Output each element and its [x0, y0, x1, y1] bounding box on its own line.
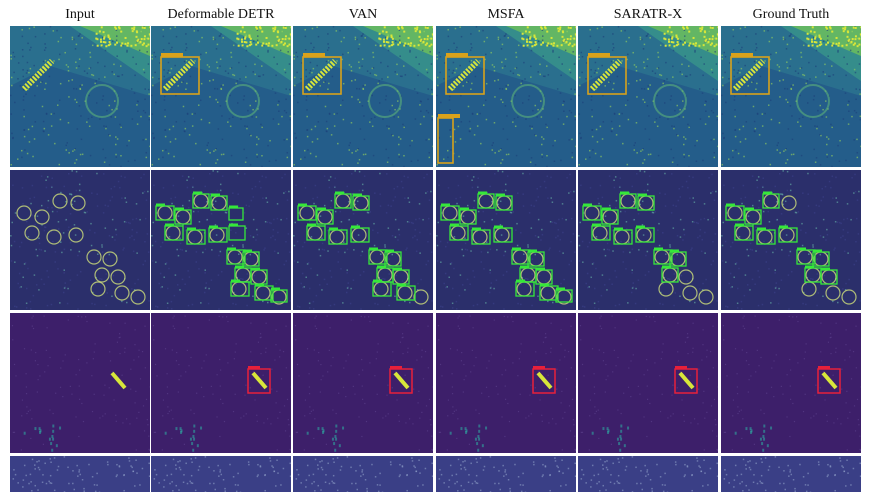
- tile-tank-scene-deformable-detr: [151, 170, 291, 310]
- tile-ship-scene-van: [293, 313, 433, 453]
- tile-bridge-scene-saratr-x: [578, 26, 718, 167]
- tile-ship-scene-deformable-detr: [151, 313, 291, 453]
- tile-terrain-scene-ground-truth: [721, 456, 861, 492]
- header-input: Input: [65, 7, 95, 22]
- tile-ship-scene-input: [10, 313, 150, 453]
- tile-bridge-scene-van: [293, 26, 433, 167]
- header-deformable-detr: Deformable DETR: [167, 7, 275, 22]
- header-ground-truth: Ground Truth: [752, 7, 830, 22]
- tile-ship-scene-ground-truth: [721, 313, 861, 453]
- tile-tank-scene-van: [293, 170, 433, 310]
- header-msfa: MSFA: [487, 7, 525, 22]
- tile-terrain-scene-saratr-x: [578, 456, 718, 492]
- header-van: VAN: [348, 7, 378, 22]
- header-saratr-x: SARATR-X: [613, 7, 683, 22]
- tile-tank-scene-saratr-x: [578, 170, 718, 310]
- tile-bridge-scene-ground-truth: [721, 26, 861, 167]
- tile-tank-scene-input: [10, 170, 150, 310]
- tile-bridge-scene-msfa: [436, 26, 576, 167]
- tile-terrain-scene-van: [293, 456, 433, 492]
- tile-ship-scene-msfa: [436, 313, 576, 453]
- tile-bridge-scene-deformable-detr: [151, 26, 291, 167]
- tile-tank-scene-ground-truth: [721, 170, 861, 310]
- tile-ship-scene-saratr-x: [578, 313, 718, 453]
- tile-terrain-scene-deformable-detr: [151, 456, 291, 492]
- tile-tank-scene-msfa: [436, 170, 576, 310]
- tile-terrain-scene-input: [10, 456, 150, 492]
- tile-bridge-scene-input: [10, 26, 150, 167]
- tile-terrain-scene-msfa: [436, 456, 576, 492]
